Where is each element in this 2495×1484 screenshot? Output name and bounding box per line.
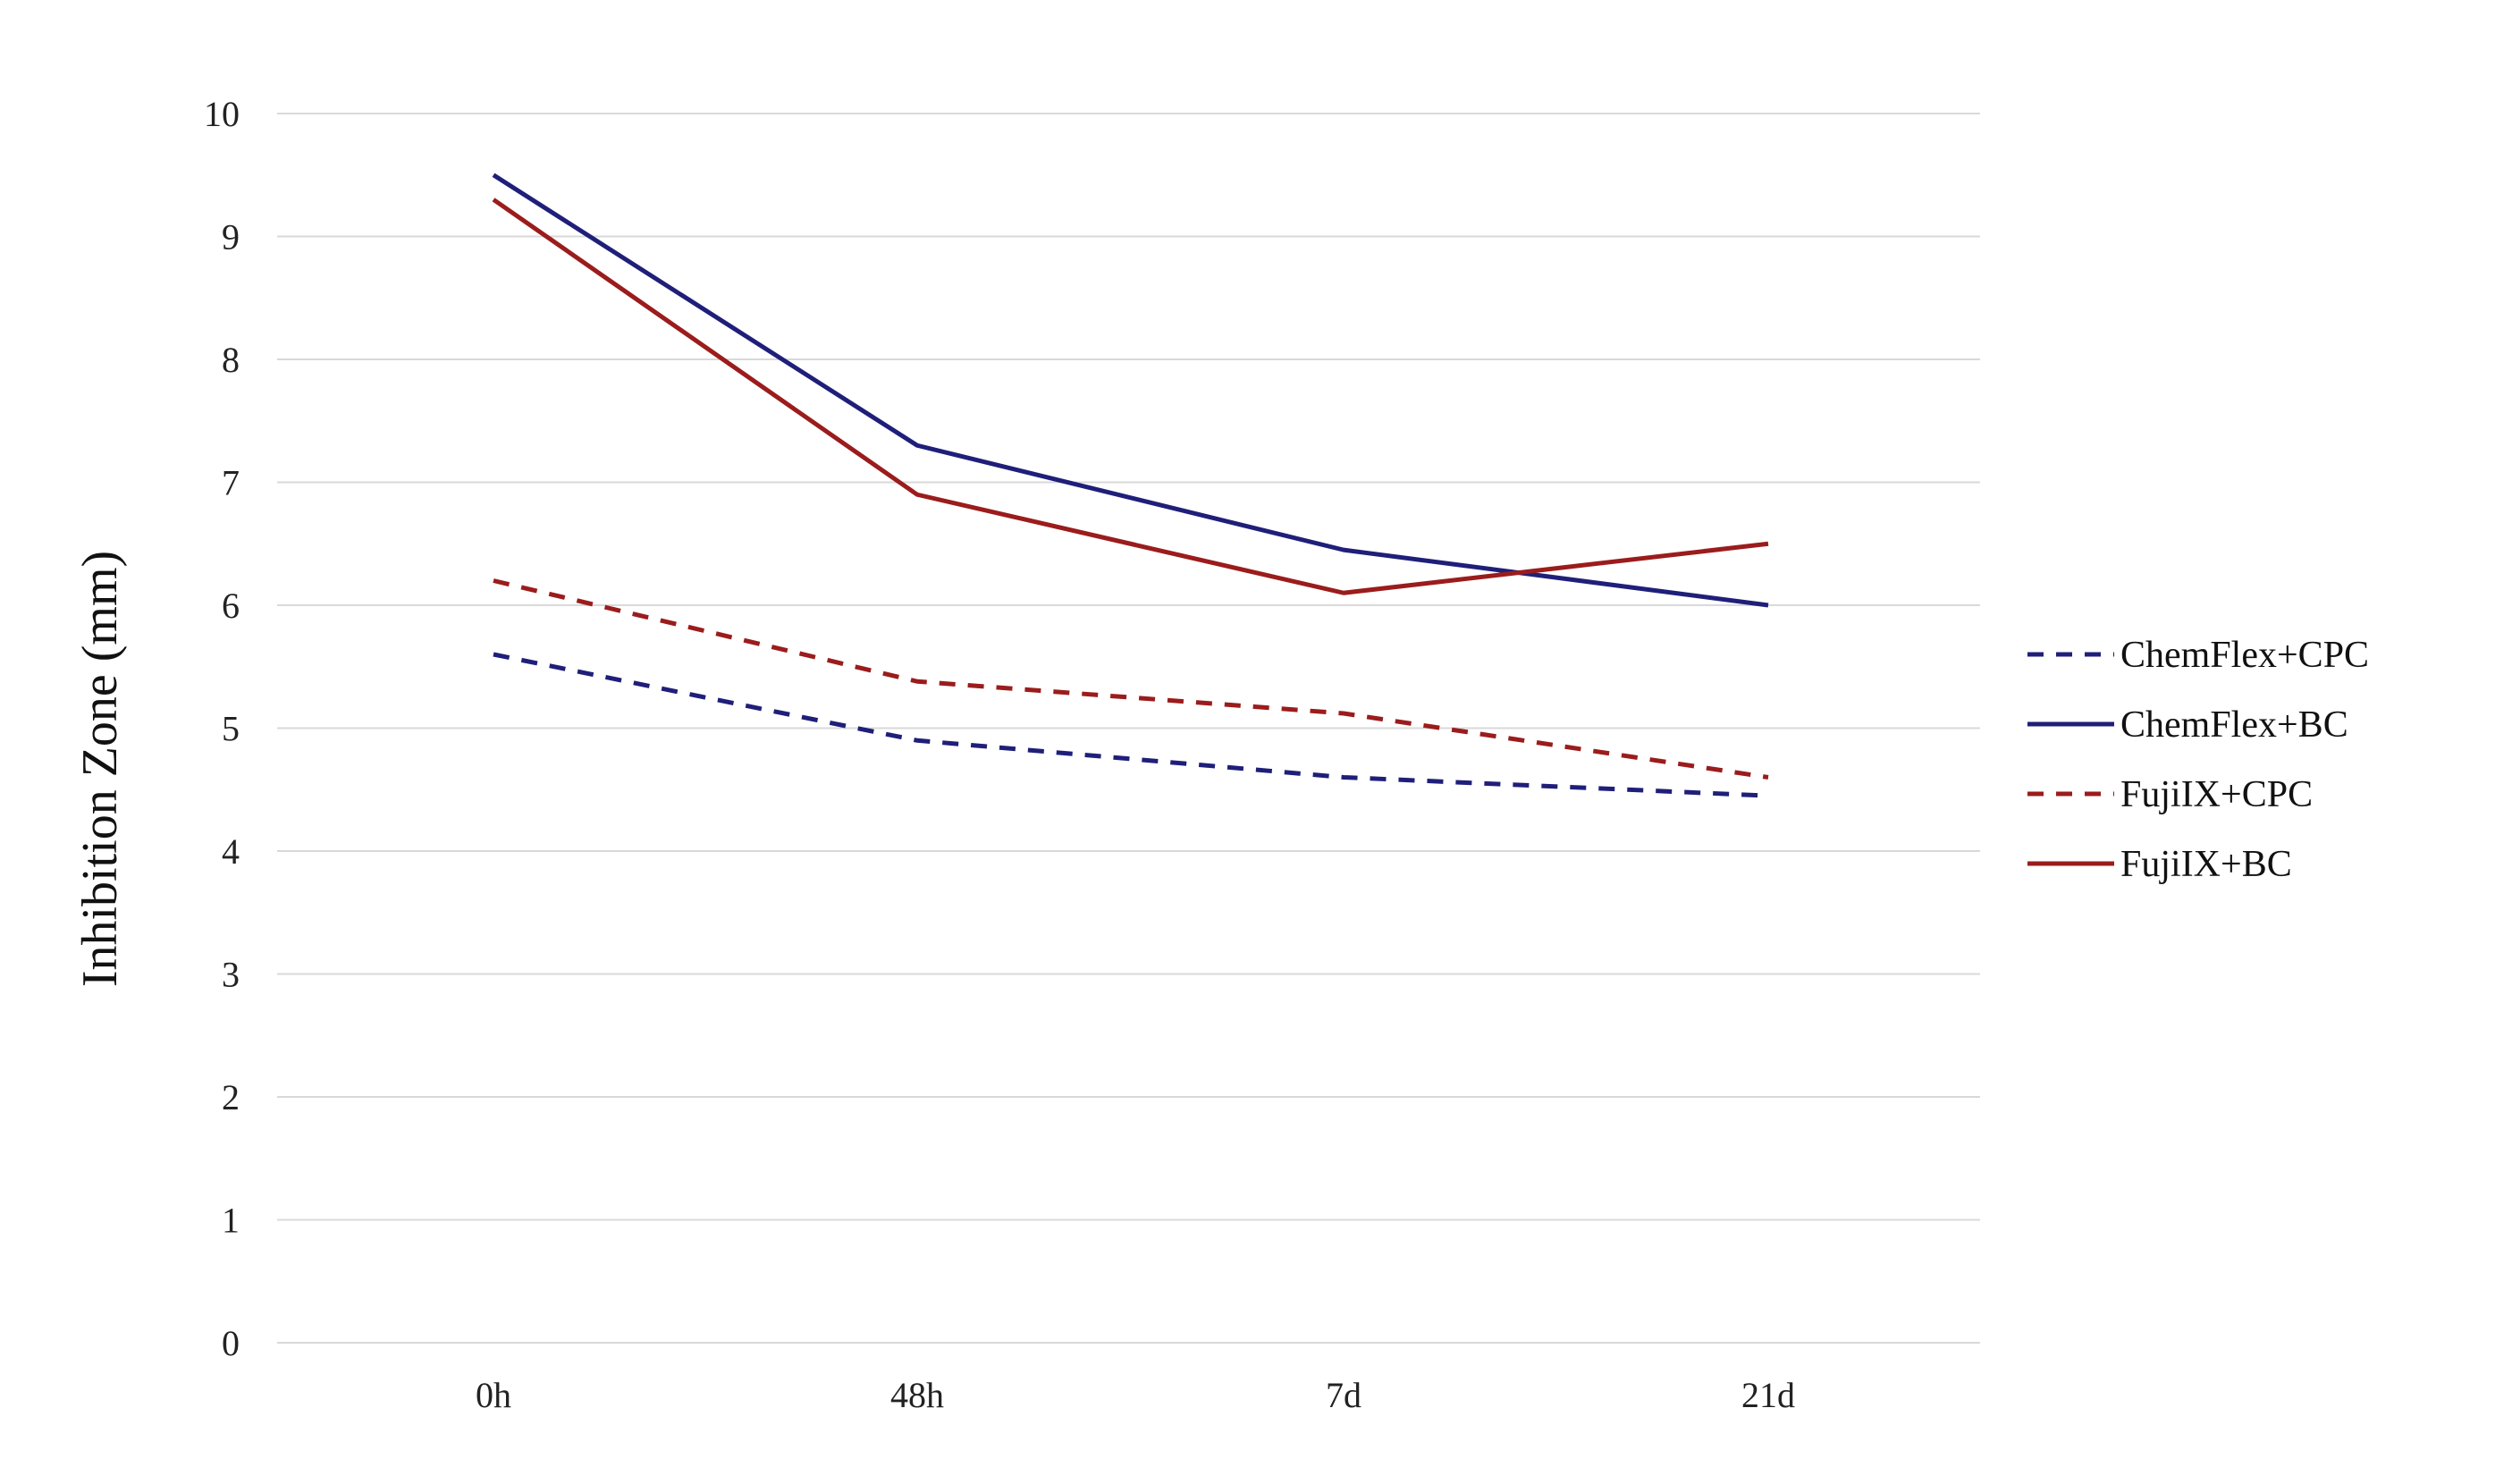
legend-label: ChemFlex+CPC [2120, 635, 2369, 676]
y-axis-title: Inhibition Zone (mm) [72, 551, 128, 987]
y-tick-label: 7 [222, 463, 240, 503]
x-tick-label: 0h [476, 1375, 511, 1415]
legend-label: FujiIX+BC [2120, 844, 2292, 885]
y-tick-label: 6 [222, 586, 240, 626]
x-tick-label: 7d [1326, 1375, 1361, 1415]
legend-item: FujiIX+BC [2027, 844, 2292, 885]
series-line-fujiix-bc [492, 198, 1769, 595]
legend-item: FujiIX+CPC [2027, 774, 2313, 815]
y-tick-label: 1 [222, 1201, 240, 1241]
legend-item: ChemFlex+CPC [2027, 635, 2369, 676]
y-tick-label: 9 [222, 217, 240, 257]
y-tick-label: 3 [222, 955, 240, 995]
y-tick-label: 2 [222, 1077, 240, 1117]
series-line-fujiix-cpc [493, 578, 1769, 780]
y-tick-label: 5 [222, 709, 240, 749]
x-axis-tick-labels: 0h 48h 7d 21d [476, 1375, 1795, 1415]
gridlines [277, 113, 1980, 1344]
x-tick-label: 48h [890, 1375, 944, 1415]
x-tick-label: 21d [1741, 1375, 1795, 1415]
y-tick-label: 0 [222, 1323, 240, 1363]
y-tick-label: 8 [222, 340, 240, 380]
legend-item: ChemFlex+BC [2027, 704, 2348, 746]
series-lines [492, 173, 1769, 798]
series-line-chemflex-cpc [493, 652, 1769, 798]
legend-label: ChemFlex+BC [2120, 704, 2348, 746]
legend-label: FujiIX+CPC [2120, 774, 2313, 815]
series-line-chemflex-bc [492, 173, 1769, 608]
legend: ChemFlex+CPC ChemFlex+BC FujiIX+CPC FujiIX+… [2027, 635, 2369, 885]
y-tick-label: 4 [222, 831, 240, 872]
y-tick-label: 10 [204, 94, 240, 134]
y-axis-tick-labels: 0 1 2 3 4 5 6 7 8 9 10 [204, 94, 240, 1363]
